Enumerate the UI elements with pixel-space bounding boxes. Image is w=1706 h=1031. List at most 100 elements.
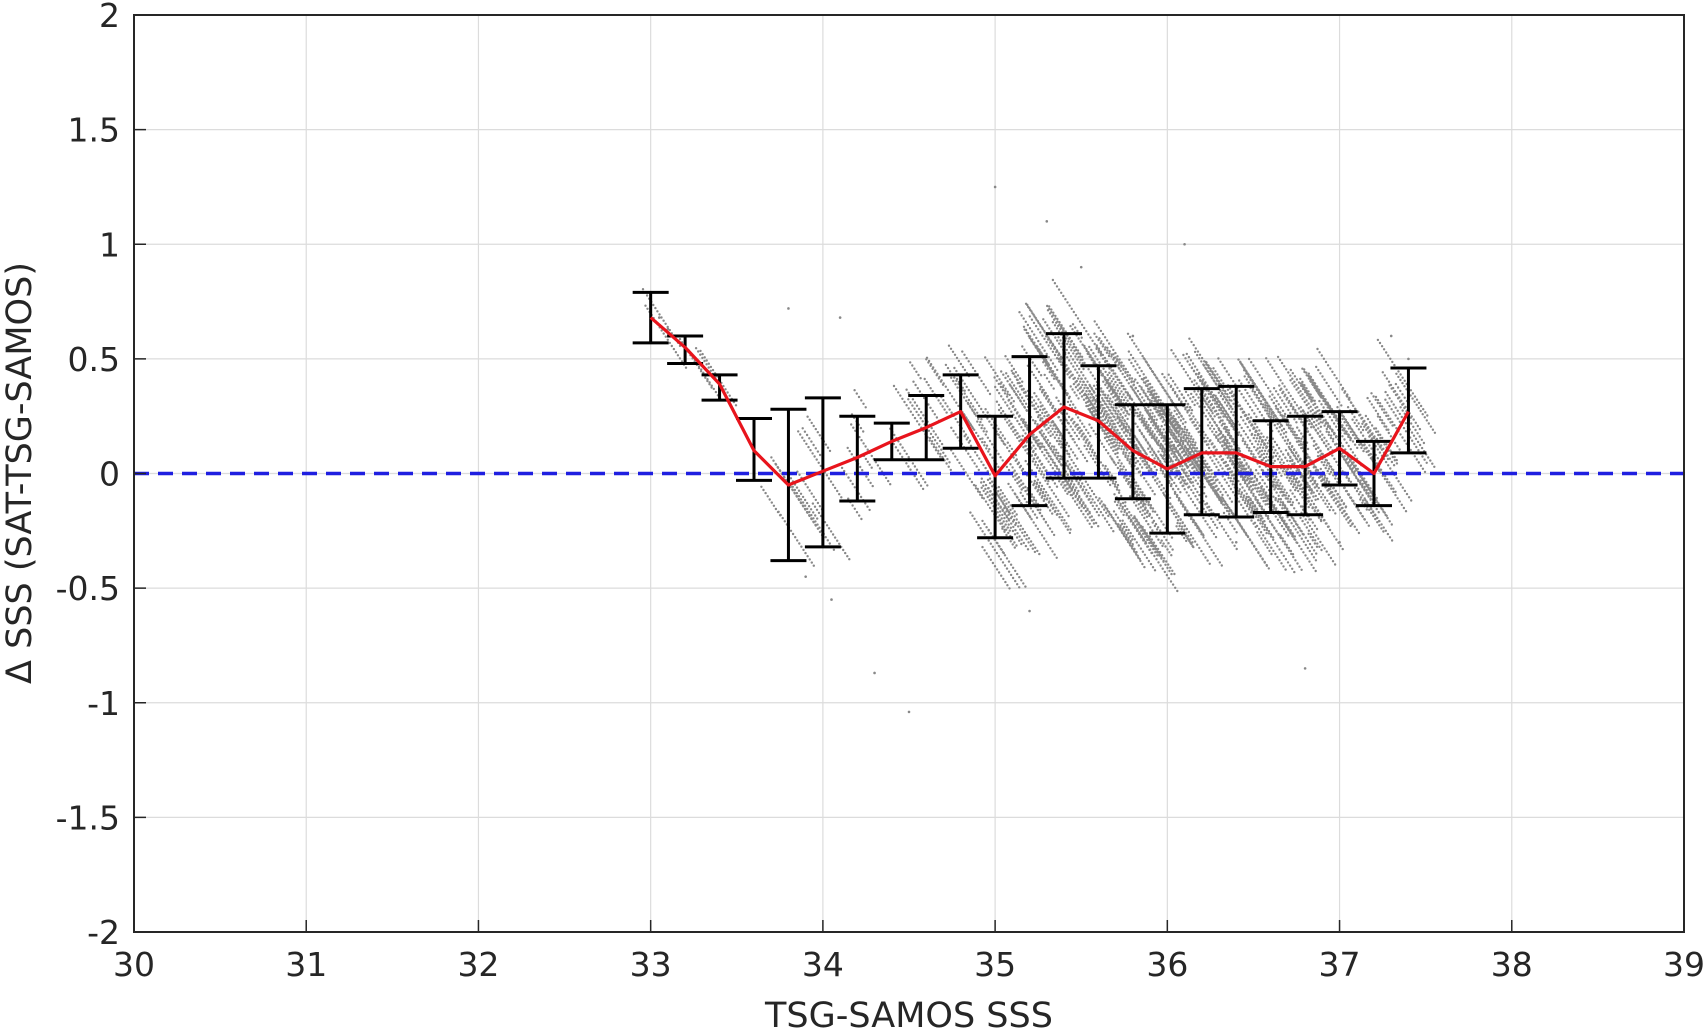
scatter-point	[964, 449, 968, 452]
scatter-point	[1039, 331, 1042, 334]
scatter-point	[1069, 425, 1073, 428]
scatter-point	[1116, 389, 1120, 392]
scatter-point	[975, 465, 978, 468]
scatter-point	[1088, 423, 1091, 426]
scatter-point	[816, 450, 820, 453]
scatter-point	[1147, 469, 1151, 473]
scatter-point	[1098, 497, 1101, 500]
scatter-point	[1137, 484, 1140, 488]
scatter-point	[1116, 516, 1120, 519]
scatter-point	[1006, 526, 1009, 529]
scatter-point	[1264, 460, 1268, 463]
scatter-point	[1018, 586, 1021, 589]
scatter-point	[1062, 327, 1065, 330]
scatter-point	[1261, 446, 1265, 449]
scatter-point	[1146, 363, 1150, 366]
scatter-point	[1164, 473, 1167, 476]
scatter-point	[1021, 345, 1024, 348]
scatter-point	[1322, 357, 1326, 360]
scatter-point	[1173, 481, 1176, 485]
scatter-point	[1048, 341, 1052, 344]
scatter-point	[1034, 447, 1037, 450]
scatter-point	[1011, 425, 1015, 429]
scatter-point	[965, 356, 968, 360]
scatter-point	[1149, 427, 1152, 430]
scatter-point	[810, 513, 813, 517]
scatter-point	[940, 379, 943, 382]
scatter-point	[1151, 529, 1154, 532]
scatter-point	[1219, 455, 1223, 458]
scatter-point	[1158, 485, 1161, 488]
scatter-point	[1305, 526, 1309, 529]
scatter-point	[982, 430, 985, 433]
scatter-point	[1029, 507, 1033, 510]
scatter-point	[864, 502, 867, 505]
scatter-point	[959, 362, 963, 366]
scatter-point	[1252, 401, 1255, 404]
scatter-point	[964, 471, 967, 474]
scatter-point	[1081, 362, 1084, 365]
scatter-point	[917, 481, 921, 484]
scatter-point	[1049, 359, 1053, 362]
scatter-point	[988, 439, 992, 443]
scatter-point	[1029, 540, 1033, 543]
scatter-point	[1083, 346, 1086, 349]
scatter-point	[791, 488, 794, 491]
scatter-point	[1118, 459, 1121, 462]
scatter-point	[728, 394, 731, 397]
scatter-point	[1106, 399, 1109, 403]
scatter-point	[993, 376, 996, 379]
scatter-point	[921, 420, 924, 423]
scatter-point	[1066, 487, 1069, 490]
scatter-point	[1124, 367, 1128, 371]
scatter-point	[1144, 384, 1148, 387]
scatter-point	[1071, 497, 1075, 500]
scatter-point	[1039, 408, 1042, 412]
scatter-point	[1082, 380, 1085, 383]
scatter-point	[1170, 554, 1173, 557]
scatter-point	[1283, 488, 1286, 491]
scatter-point	[705, 359, 708, 362]
scatter-point	[1090, 501, 1093, 504]
scatter-point	[1254, 515, 1258, 519]
scatter-point	[1108, 424, 1111, 427]
scatter-point	[1149, 390, 1152, 394]
scatter-point	[1262, 534, 1265, 537]
scatter-point	[1013, 515, 1016, 518]
scatter-point	[1069, 324, 1072, 328]
scatter-point	[1303, 388, 1307, 392]
scatter-point	[857, 395, 861, 399]
scatter-point	[1151, 566, 1155, 569]
scatter-point	[764, 491, 767, 495]
scatter-point	[1265, 455, 1268, 459]
scatter-point	[1204, 433, 1207, 437]
scatter-point	[1110, 355, 1113, 358]
scatter-point	[1097, 507, 1101, 511]
scatter-point	[961, 365, 965, 369]
scatter-point	[1090, 515, 1094, 518]
scatter-point	[988, 477, 992, 480]
scatter-point	[1277, 479, 1280, 482]
scatter-point	[1085, 397, 1088, 400]
scatter-point	[1266, 436, 1269, 439]
scatter-point	[662, 332, 665, 335]
scatter-point	[1135, 550, 1138, 554]
scatter-point	[1012, 367, 1016, 371]
scatter-point	[1277, 375, 1280, 379]
scatter-point	[974, 451, 977, 454]
scatter-point	[1120, 522, 1124, 526]
scatter-point	[1280, 361, 1284, 365]
scatter-point	[1162, 416, 1165, 419]
scatter-point	[1109, 439, 1112, 442]
scatter-point	[1053, 324, 1057, 327]
scatter-point	[1116, 378, 1119, 381]
scatter-point	[1003, 511, 1006, 514]
scatter-point	[1049, 347, 1053, 350]
scatter-point	[950, 411, 953, 414]
scatter-point	[1217, 461, 1220, 464]
scatter-point	[836, 489, 839, 493]
scatter-point	[1059, 360, 1062, 364]
scatter-point	[1319, 421, 1323, 424]
scatter-point	[1153, 392, 1156, 395]
scatter-point	[1160, 520, 1163, 523]
